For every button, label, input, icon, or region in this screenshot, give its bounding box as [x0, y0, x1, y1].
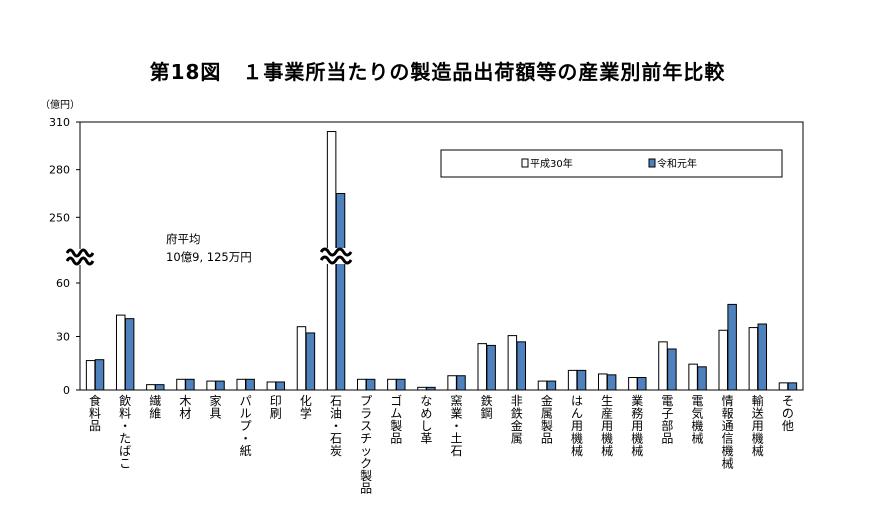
legend-swatch-heisei30: [521, 158, 529, 168]
x-category-label: 非鉄金属: [511, 394, 523, 446]
bar-reiwa1: [727, 303, 737, 391]
bar-heisei30: [206, 380, 216, 391]
y-axis-break-symbol: [65, 248, 95, 266]
bar-reiwa1: [787, 382, 798, 391]
x-category-label: 食料品: [89, 393, 101, 433]
chart-title: 第18図 １事業所当たりの製造品出荷額等の産業別前年比較: [149, 60, 726, 84]
x-category-label: その他: [782, 394, 794, 433]
y-tick-label: 60: [56, 277, 70, 290]
x-category-label: はん用機械: [571, 394, 583, 458]
bar-reiwa1: [215, 380, 225, 391]
bar-heisei30: [356, 378, 367, 391]
x-category-label: 窯業・土石: [451, 393, 463, 458]
x-category-label: パルプ・紙: [240, 394, 252, 458]
x-category-label: 鉄鋼: [481, 393, 493, 421]
x-category-label: 印刷: [270, 394, 282, 421]
y-tick-label: 310: [49, 116, 70, 129]
bar-reiwa1: [606, 374, 617, 391]
bar-heisei30: [688, 363, 698, 391]
bar-heisei30: [658, 341, 668, 391]
bar-reiwa1: [486, 344, 496, 391]
annotation-line2: 10億9, 125万円: [166, 250, 252, 264]
bar-heisei30: [507, 335, 518, 391]
bar-heisei30: [115, 314, 126, 391]
bar-break-symbol: [319, 247, 353, 265]
legend-label-reiwa1: 令和元年: [657, 157, 697, 170]
bar-reiwa1: [94, 359, 105, 391]
bar-reiwa1: [185, 378, 195, 391]
bar-heisei30: [387, 378, 397, 391]
y-tick-label: 280: [49, 164, 70, 177]
x-category-label: なめし革: [420, 394, 432, 446]
bar-heisei30: [176, 378, 186, 391]
legend: 平成30年 令和元年: [440, 149, 783, 178]
bar-reiwa1: [365, 378, 376, 391]
x-category-label: 石油・石炭: [330, 394, 342, 458]
bar-heisei30: [597, 373, 608, 391]
x-category-label: 繊維: [149, 394, 161, 421]
bar-heisei30: [85, 360, 96, 391]
bar-reiwa1: [124, 318, 135, 391]
bar-reiwa1: [637, 377, 647, 391]
bar-reiwa1: [305, 332, 316, 391]
bar-heisei30: [447, 375, 457, 391]
x-category-label: ゴム製品: [390, 393, 402, 446]
bar-heisei30: [778, 382, 789, 391]
bar-reiwa1: [155, 384, 165, 391]
bar-reiwa1: [667, 348, 677, 391]
bar-reiwa1: [697, 366, 707, 391]
bar-reiwa1: [245, 378, 255, 391]
bar-heisei30: [537, 380, 548, 391]
x-category-label: 家具: [210, 393, 222, 421]
bar-reiwa1: [576, 369, 587, 391]
x-category-label: 金属製品: [541, 393, 553, 446]
bar-reiwa1: [516, 341, 527, 391]
y-tick-label: 250: [49, 211, 70, 224]
bar-heisei30: [748, 327, 759, 391]
x-category-label: 業務用機械: [631, 394, 643, 458]
bar-reiwa1: [757, 323, 768, 391]
y-axis-unit-label: （億円）: [40, 100, 80, 111]
x-category-label: 化学: [300, 394, 312, 421]
x-category-label: 輸送用機械: [752, 393, 764, 458]
x-category-label: 情報通信機械: [722, 394, 734, 471]
bar-heisei30: [567, 369, 578, 391]
legend-box: [440, 149, 783, 178]
x-category-label: 飲料・たばこ: [119, 393, 131, 471]
bar-heisei30: [296, 326, 307, 391]
bar-reiwa1: [396, 378, 406, 391]
legend-swatch-reiwa1: [648, 158, 656, 168]
bar-heisei30: [236, 378, 246, 391]
x-category-label: 電気機械: [692, 394, 704, 446]
bar-heisei30: [477, 343, 487, 391]
bar-reiwa1: [275, 381, 286, 391]
bar-reiwa1: [546, 380, 557, 391]
x-category-label: 木材: [179, 394, 191, 421]
average-annotation: 府平均 10億9, 125万円: [166, 232, 252, 264]
x-category-label: プラスチック製品: [360, 394, 372, 496]
bar-reiwa1: [335, 193, 346, 391]
bar-reiwa1: [456, 375, 466, 391]
annotation-line1: 府平均: [166, 232, 201, 246]
bar-heisei30: [718, 329, 728, 391]
bar-heisei30: [628, 377, 638, 391]
y-tick-label: 30: [56, 331, 70, 344]
bar-heisei30: [266, 381, 277, 391]
x-category-label: 生産用機械: [601, 394, 613, 458]
legend-label-heisei30: 平成30年: [530, 157, 573, 170]
y-tick-label: 0: [63, 384, 70, 397]
bar-heisei30: [146, 384, 156, 391]
x-category-label: 電子部品: [661, 394, 673, 446]
